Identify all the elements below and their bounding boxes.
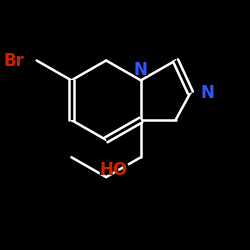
Text: Br: Br	[2, 51, 26, 70]
Text: N: N	[134, 62, 148, 80]
Text: N: N	[133, 61, 149, 80]
Text: HO: HO	[100, 161, 128, 179]
Text: N: N	[201, 84, 215, 102]
Text: HO: HO	[97, 160, 130, 179]
Text: Br: Br	[4, 52, 25, 70]
Text: N: N	[200, 83, 216, 102]
